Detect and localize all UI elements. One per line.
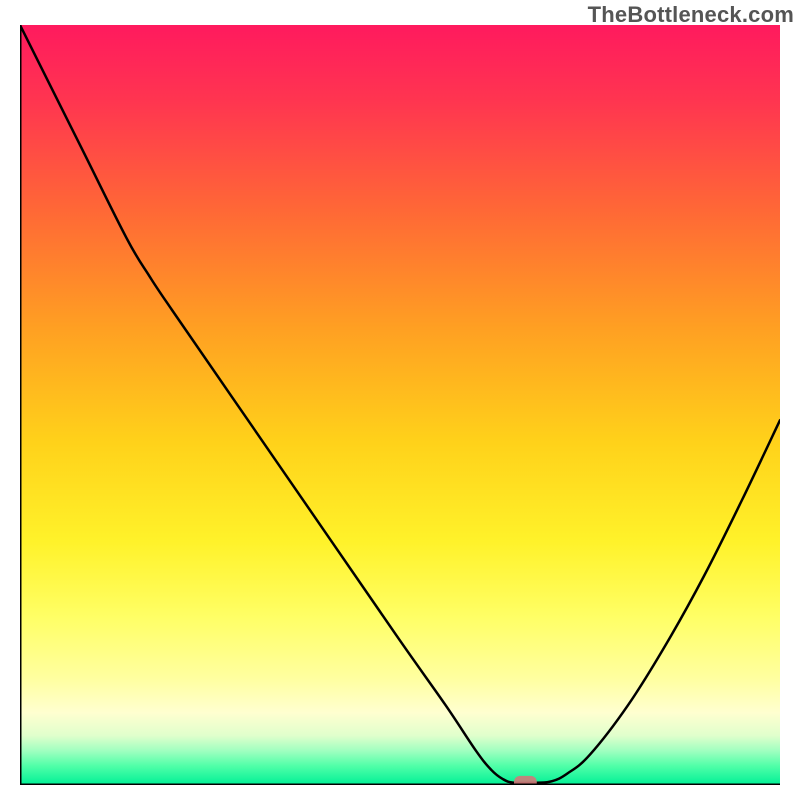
chart-container: TheBottleneck.com [0, 0, 800, 800]
bottleneck-chart-svg [20, 25, 780, 785]
gradient-background [20, 25, 780, 785]
plot-area [20, 25, 780, 785]
